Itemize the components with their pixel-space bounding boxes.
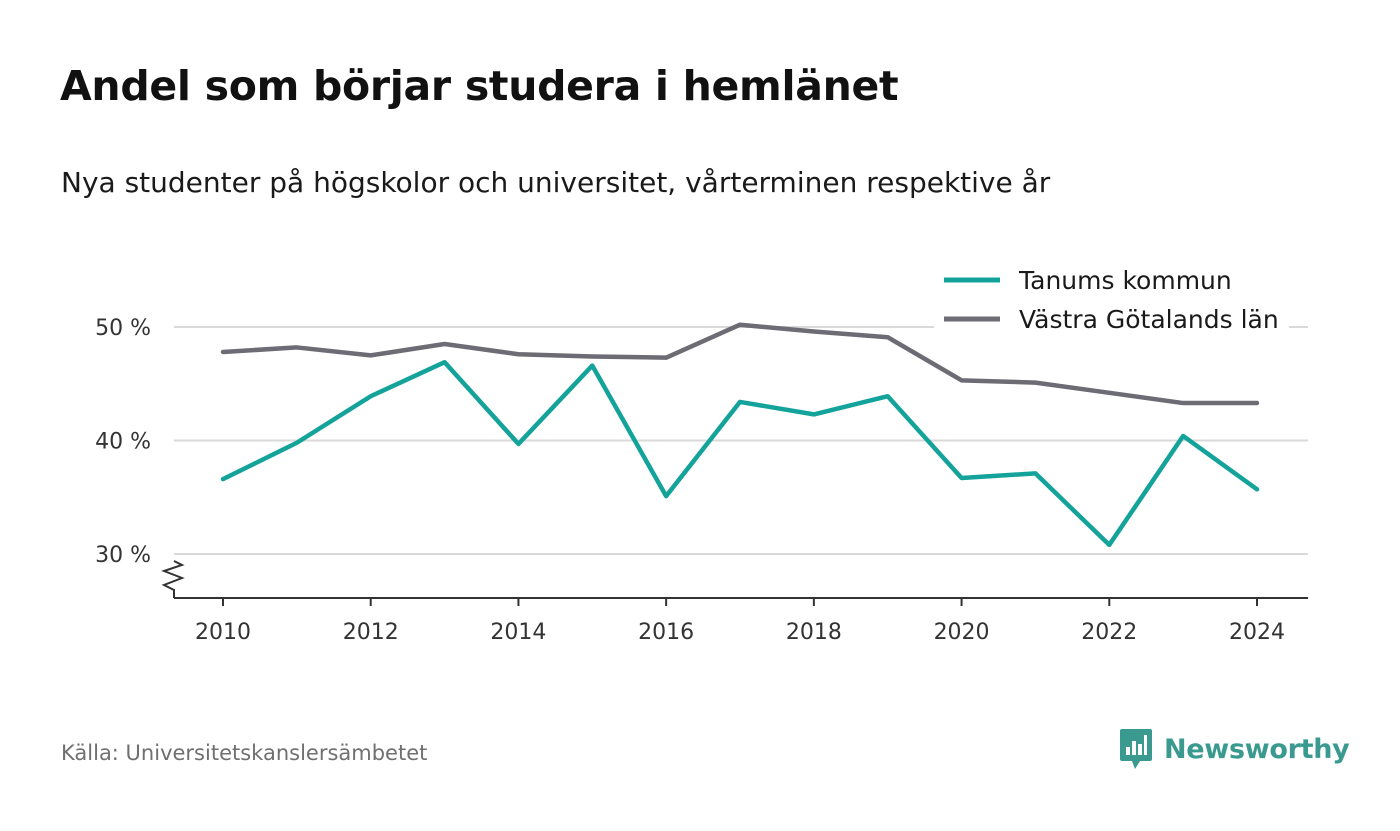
line-chart: 30 % 40 % 50 % 2010 2012 2014 2016 2018 2020 2022…	[95, 258, 1308, 645]
y-tick-label: 30 %	[95, 543, 151, 568]
x-tick-label: 2020	[934, 620, 990, 645]
brand-logo: Newsworthy	[1118, 727, 1350, 771]
newsworthy-logo-icon	[1120, 729, 1152, 769]
x-tick-label: 2014	[490, 620, 546, 645]
brand-name: Newsworthy	[1164, 733, 1350, 765]
series-lines	[220, 322, 1260, 548]
legend-background	[934, 258, 1289, 340]
legend-label: Västra Götalands län	[1019, 305, 1279, 334]
y-tick-label: 50 %	[95, 316, 151, 341]
y-tick-label: 40 %	[95, 430, 151, 455]
x-tick-label: 2018	[786, 620, 842, 645]
gridlines	[174, 326, 1308, 555]
x-tick-label: 2024	[1229, 620, 1285, 645]
axes: 30 % 40 % 50 % 2010 2012 2014 2016 2018 2020 2022…	[95, 316, 1308, 645]
x-tick-label: 2016	[638, 620, 694, 645]
source-note: Källa: Universitetskanslersämbetet	[61, 741, 428, 765]
x-tick-label: 2012	[343, 620, 399, 645]
chart-subtitle: Nya studenter på högskolor och universit…	[61, 166, 1051, 199]
chart-title: Andel som börjar studera i hemlänet	[60, 62, 899, 110]
legend-label: Tanums kommun	[1018, 266, 1232, 295]
x-tick-label: 2010	[195, 620, 251, 645]
series-line	[220, 359, 1260, 548]
y-axis-break-icon	[161, 560, 185, 598]
x-tick-label: 2022	[1081, 620, 1137, 645]
series-line	[220, 322, 1260, 406]
legend: Tanums kommun Västra Götalands län	[934, 258, 1289, 340]
